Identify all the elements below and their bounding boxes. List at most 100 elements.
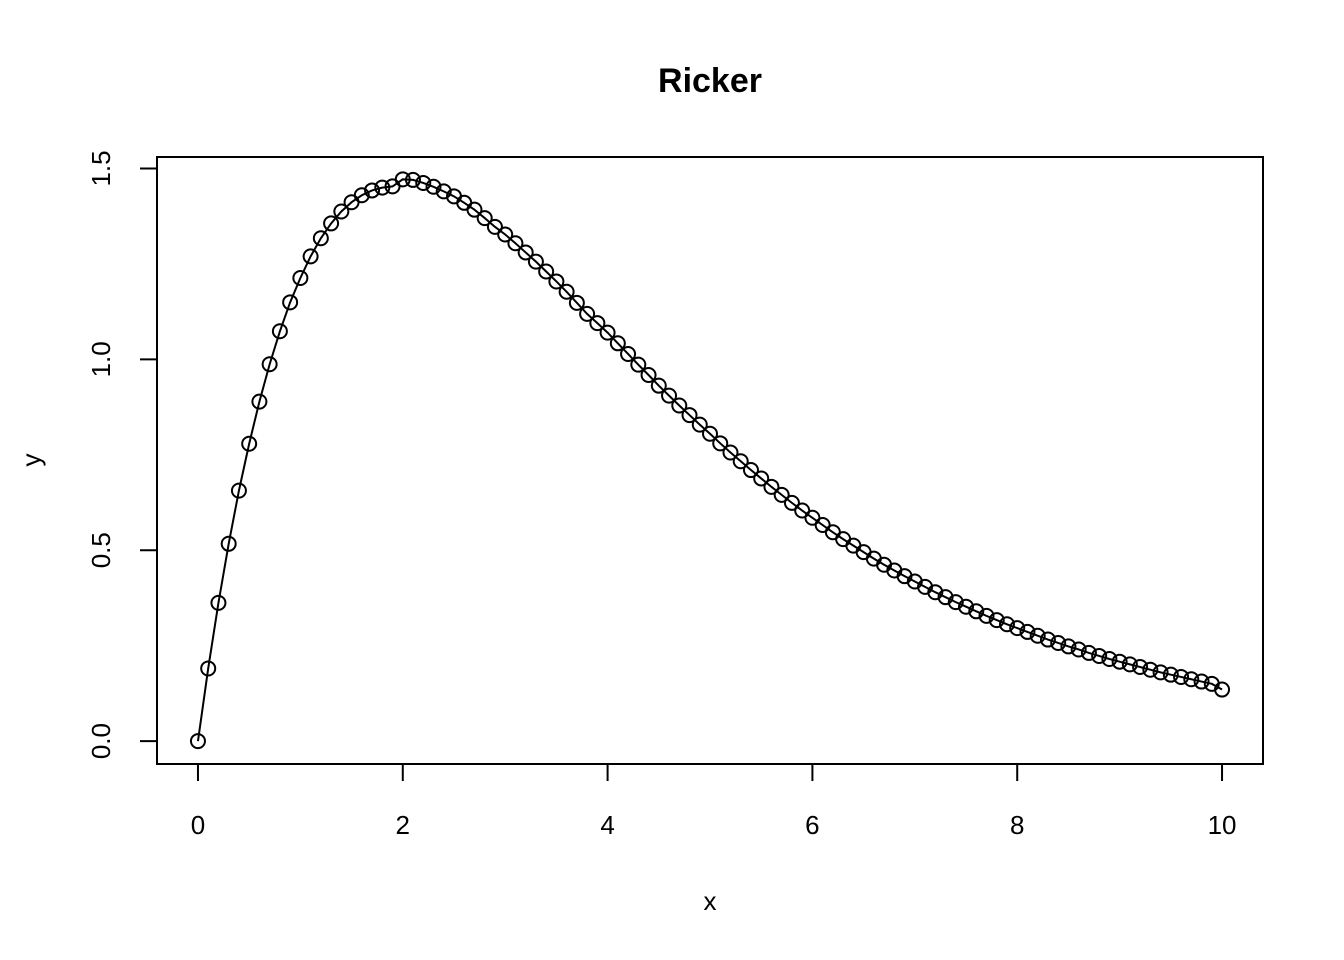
data-point bbox=[435, 183, 452, 200]
data-point bbox=[1060, 638, 1077, 655]
data-point bbox=[374, 179, 391, 196]
data-point bbox=[497, 226, 514, 243]
data-point bbox=[742, 462, 759, 479]
data-point bbox=[1183, 671, 1200, 688]
data-point bbox=[1050, 634, 1067, 651]
data-point bbox=[1111, 653, 1128, 670]
data-point bbox=[1091, 647, 1108, 664]
y-axis: 0.0 0.5 1.0 1.5 bbox=[86, 150, 158, 759]
data-point bbox=[425, 178, 442, 195]
data-point bbox=[763, 478, 780, 495]
data-point bbox=[220, 535, 237, 552]
x-tick-label: 4 bbox=[600, 810, 614, 840]
data-point bbox=[1132, 659, 1149, 676]
series-line bbox=[196, 178, 1223, 742]
data-point bbox=[978, 607, 995, 624]
data-point bbox=[405, 171, 422, 188]
data-point bbox=[947, 594, 964, 611]
data-point bbox=[271, 323, 288, 340]
data-point bbox=[1214, 681, 1231, 698]
data-point bbox=[937, 589, 954, 606]
x-tick-label: 8 bbox=[1010, 810, 1024, 840]
data-point bbox=[548, 273, 565, 290]
data-point bbox=[1173, 668, 1190, 685]
data-point bbox=[1193, 673, 1210, 690]
data-point bbox=[783, 494, 800, 511]
y-tick-label: 1.0 bbox=[86, 341, 116, 377]
data-point bbox=[527, 253, 544, 270]
data-point bbox=[650, 377, 667, 394]
data-point bbox=[476, 210, 493, 227]
data-point bbox=[364, 182, 381, 199]
data-point bbox=[1142, 661, 1159, 678]
x-tick-label: 10 bbox=[1208, 810, 1237, 840]
data-point bbox=[333, 203, 350, 220]
x-axis: 0 2 4 6 8 10 bbox=[191, 763, 1237, 840]
y-tick-label: 0.0 bbox=[86, 723, 116, 759]
data-point bbox=[241, 435, 258, 452]
data-point bbox=[1039, 631, 1056, 648]
data-point bbox=[261, 356, 278, 373]
data-point bbox=[1070, 641, 1087, 658]
x-tick-label: 6 bbox=[805, 810, 819, 840]
data-point bbox=[210, 594, 227, 611]
data-point bbox=[640, 366, 657, 383]
y-tick-label: 1.5 bbox=[86, 150, 116, 186]
data-point bbox=[671, 397, 688, 414]
data-point bbox=[927, 584, 944, 601]
y-axis-label: y bbox=[16, 454, 46, 467]
data-point bbox=[599, 324, 616, 341]
data-point bbox=[630, 356, 647, 373]
data-point bbox=[486, 218, 503, 235]
data-point bbox=[1152, 664, 1169, 681]
data-point bbox=[1009, 620, 1026, 637]
data-point bbox=[538, 263, 555, 280]
data-point bbox=[558, 283, 575, 300]
y-tick-label: 0.5 bbox=[86, 532, 116, 568]
data-point bbox=[302, 248, 319, 265]
data-point bbox=[958, 598, 975, 615]
data-point bbox=[732, 453, 749, 470]
data-point bbox=[998, 616, 1015, 633]
data-point bbox=[702, 425, 718, 442]
data-point bbox=[691, 416, 708, 433]
data-point bbox=[568, 294, 585, 311]
data-point bbox=[251, 393, 268, 410]
x-axis-label: x bbox=[704, 886, 717, 916]
data-point bbox=[292, 269, 309, 286]
data-point bbox=[200, 660, 217, 677]
data-point bbox=[609, 335, 626, 352]
data-point bbox=[589, 315, 606, 332]
data-point bbox=[415, 174, 432, 191]
data-point bbox=[1121, 656, 1138, 673]
data-point bbox=[1029, 627, 1046, 644]
data-point bbox=[1101, 651, 1118, 668]
data-point bbox=[620, 345, 637, 362]
data-point bbox=[753, 470, 770, 487]
data-point bbox=[466, 201, 483, 218]
data-point bbox=[1162, 666, 1179, 683]
data-point bbox=[189, 733, 206, 750]
data-point bbox=[722, 444, 739, 461]
data-point bbox=[773, 486, 790, 503]
data-point bbox=[517, 244, 534, 261]
data-point bbox=[323, 215, 340, 232]
data-point bbox=[712, 435, 729, 452]
x-tick-label: 0 bbox=[191, 810, 205, 840]
data-point bbox=[661, 387, 678, 404]
data-point bbox=[579, 305, 596, 322]
data-point bbox=[507, 235, 524, 252]
data-point bbox=[230, 482, 247, 499]
data-point bbox=[394, 171, 411, 188]
data-point bbox=[681, 407, 698, 424]
x-tick-label: 2 bbox=[396, 810, 410, 840]
data-point bbox=[312, 230, 329, 247]
series-points bbox=[189, 171, 1231, 750]
data-point bbox=[988, 612, 1005, 629]
chart-title: Ricker bbox=[658, 62, 762, 100]
data-point bbox=[353, 187, 370, 204]
data-point bbox=[968, 603, 985, 620]
data-point bbox=[282, 294, 299, 311]
data-point bbox=[1080, 644, 1097, 661]
